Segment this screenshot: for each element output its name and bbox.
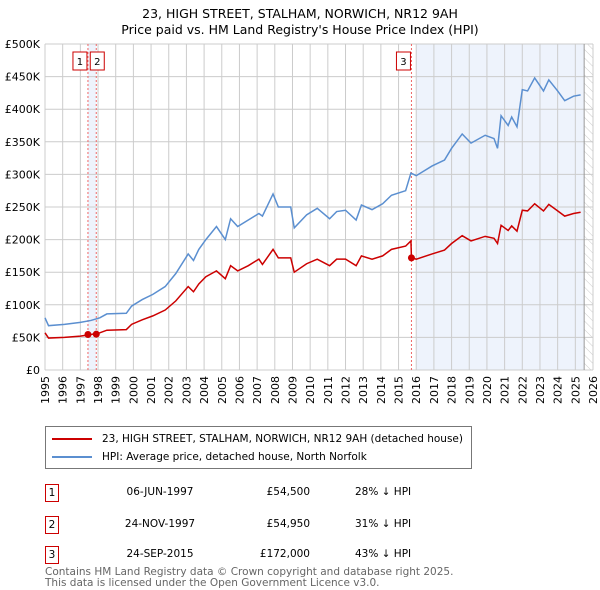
x-tick-label: 2024 <box>552 376 565 404</box>
y-tick-label: £50K <box>12 331 41 344</box>
x-tick-label: 2018 <box>446 376 459 404</box>
x-tick-label: 2016 <box>410 376 423 404</box>
hpi-line <box>44 76 581 327</box>
x-tick-label: 2002 <box>163 376 176 404</box>
x-tick-label: 1999 <box>110 376 123 404</box>
transaction-row: 3 24-SEP-2015 £172,000 43% ↓ HPI <box>45 546 445 564</box>
y-tick-label: £400K <box>5 103 41 116</box>
transaction-number: 1 <box>45 484 59 502</box>
x-tick-label: 2023 <box>534 376 547 404</box>
y-tick-label: £300K <box>5 168 41 181</box>
x-tick-label: 1996 <box>57 376 70 404</box>
y-tick-label: £500K <box>5 38 41 51</box>
legend-swatch-blue <box>52 456 92 458</box>
x-tick-label: 2026 <box>587 376 600 404</box>
x-tick-label: 2022 <box>516 376 529 404</box>
sale-label-box <box>395 51 411 71</box>
sale-label: 3 <box>400 57 406 68</box>
x-tick-label: 1997 <box>74 376 87 404</box>
price-chart: 1995 1996 1997 1998 1999 2000 2001 2002 2003 2004… <box>5 38 600 404</box>
y-tick-label: £150K <box>5 266 41 279</box>
legend-label: 23, HIGH STREET, STALHAM, NORWICH, NR12 … <box>102 433 463 445</box>
x-tick-label: 2013 <box>357 376 370 404</box>
transaction-price: £172,000 <box>259 548 310 560</box>
transaction-number: 2 <box>45 516 59 534</box>
sale-label: 2 <box>94 57 100 68</box>
x-tick-label: 1995 <box>39 376 52 404</box>
sale-point <box>407 254 415 262</box>
property-price-line <box>44 202 581 339</box>
x-tick-label: 2009 <box>286 376 299 404</box>
x-tick-label: 2019 <box>463 376 476 404</box>
x-tick-label: 2021 <box>499 376 512 404</box>
x-tick-label: 2000 <box>127 376 140 404</box>
y-tick-label: £350K <box>5 136 41 149</box>
x-tick-label: 2007 <box>251 376 264 404</box>
x-tick-label: 2008 <box>269 376 282 404</box>
transaction-date: 24-SEP-2015 <box>126 548 194 560</box>
footer-copyright: Contains HM Land Registry data © Crown c… <box>45 566 454 578</box>
transaction-row: 1 06-JUN-1997 £54,500 28% ↓ HPI <box>45 484 445 502</box>
x-tick-label: 2011 <box>322 376 335 404</box>
x-tick-label: 1998 <box>92 376 105 404</box>
x-tick-label: 2003 <box>180 376 193 404</box>
transaction-hpi-diff: 31% ↓ HPI <box>355 518 412 530</box>
chart-subtitle: Price paid vs. HM Land Registry's House … <box>121 22 479 37</box>
transaction-date: 06-JUN-1997 <box>126 486 194 498</box>
x-tick-label: 2017 <box>428 376 441 404</box>
legend-swatch-red <box>52 438 92 440</box>
x-tick-label: 2005 <box>216 376 229 404</box>
x-tick-label: 2006 <box>233 376 246 404</box>
transaction-number: 3 <box>45 546 59 564</box>
sale-label-box <box>89 51 105 71</box>
x-tick-label: 2010 <box>304 376 317 404</box>
legend: 23, HIGH STREET, STALHAM, NORWICH, NR12 … <box>45 426 472 469</box>
x-tick-label: 2014 <box>375 376 388 404</box>
transaction-hpi-diff: 43% ↓ HPI <box>355 548 412 560</box>
y-tick-label: £100K <box>5 299 41 312</box>
sale-label-box <box>72 51 88 71</box>
x-tick-label: 2012 <box>340 376 353 404</box>
transaction-row: 2 24-NOV-1997 £54,950 31% ↓ HPI <box>45 516 445 534</box>
y-tick-label: £250K <box>5 201 41 214</box>
chart-title: 23, HIGH STREET, STALHAM, NORWICH, NR12 … <box>142 6 458 21</box>
legend-item-property: 23, HIGH STREET, STALHAM, NORWICH, NR12 … <box>52 433 463 445</box>
y-tick-label: £450K <box>5 71 41 84</box>
sale-label: 1 <box>77 57 83 68</box>
sale-point <box>92 330 100 338</box>
transaction-price: £54,950 <box>266 518 310 530</box>
x-tick-label: 2025 <box>569 376 582 404</box>
x-tick-label: 2004 <box>198 376 211 404</box>
footer-licence: This data is licensed under the Open Gov… <box>45 577 380 589</box>
transaction-hpi-diff: 28% ↓ HPI <box>355 486 412 498</box>
legend-label: HPI: Average price, detached house, Nort… <box>102 451 367 463</box>
y-tick-label: £0 <box>26 364 40 377</box>
x-tick-label: 2001 <box>145 376 158 404</box>
x-tick-label: 2020 <box>481 376 494 404</box>
transaction-date: 24-NOV-1997 <box>124 518 196 530</box>
y-tick-label: £200K <box>5 234 41 247</box>
transaction-price: £54,500 <box>266 486 310 498</box>
legend-item-hpi: HPI: Average price, detached house, Nort… <box>52 451 367 463</box>
x-tick-label: 2015 <box>393 376 406 404</box>
sale-point <box>84 330 92 338</box>
